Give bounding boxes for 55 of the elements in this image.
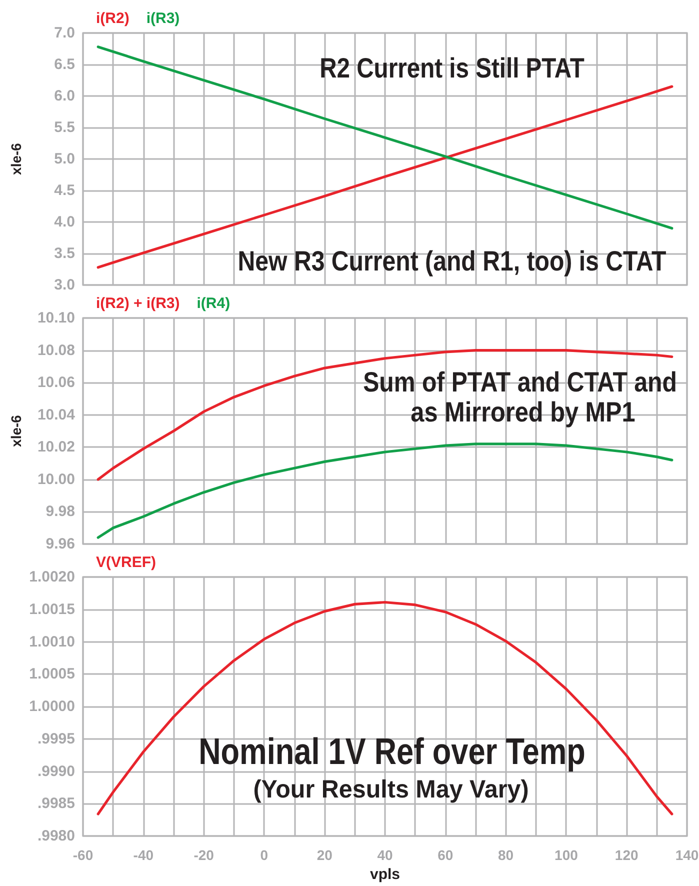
y-tick-label: 10.00 [37, 470, 75, 488]
x-tick-label: 0 [260, 847, 268, 863]
y-tick-label: .9990 [37, 762, 75, 780]
annotation: New R3 Current (and R1, too) is CTAT [238, 244, 666, 278]
line-series [96, 442, 674, 539]
y-axis-title: xle-6 [8, 414, 24, 447]
text: i(R4) [196, 295, 230, 312]
y-tick-label: 10.04 [37, 406, 76, 424]
y-tick-label: 3.5 [54, 245, 75, 262]
x-axis-title: vpls [370, 866, 400, 883]
y-tick-label: 4.0 [54, 214, 75, 230]
x-tick-label: 20 [316, 847, 333, 863]
x-tick-label: 80 [498, 847, 514, 863]
y-tick-label: 7.0 [54, 24, 75, 42]
annotation: Nominal 1V Ref over Temp [198, 731, 586, 773]
x-tick-label: -60 [72, 847, 94, 863]
line-series [96, 46, 674, 230]
x-tick-label: 60 [438, 847, 454, 863]
y-tick-label: .9980 [37, 828, 75, 844]
y-tick-label: 6.0 [54, 88, 75, 104]
y-tick-label: 5.5 [54, 119, 75, 136]
y-tick-label: 1.0005 [29, 666, 75, 683]
y-tick-label: 1.0015 [29, 600, 75, 618]
x-tick-label: 120 [614, 847, 638, 863]
y-tick-label: .9985 [37, 795, 75, 812]
y-tick-label: 5.0 [54, 150, 75, 168]
y-tick-label: 3.0 [54, 276, 75, 294]
y-tick-label: 1.0020 [29, 568, 75, 586]
x-tick-label: 100 [554, 847, 578, 863]
y-tick-label: .9995 [37, 730, 75, 748]
annotation: as Mirrored by MP1 [410, 396, 636, 428]
y-tick-label: 4.5 [54, 182, 75, 199]
x-tick-label: -40 [133, 847, 154, 863]
annotation: R2 Current is Still PTAT [320, 52, 584, 84]
text: i(R2) [96, 10, 130, 27]
y-tick-label: 6.5 [54, 56, 75, 73]
y-tick-label: 9.98 [46, 503, 75, 520]
y-tick-label: 9.96 [46, 536, 75, 552]
line-series [96, 348, 674, 481]
y-tick-label: 10.02 [37, 438, 75, 456]
y-axis-title: xle-6 [8, 142, 24, 175]
annotation: (Your Results May Vary) [253, 776, 529, 804]
x-tick-label: -20 [194, 847, 214, 863]
text: V(VREF) [96, 554, 156, 571]
y-tick-label: 10.10 [37, 310, 75, 326]
y-tick-label: 10.06 [37, 374, 75, 392]
y-tick-label: 10.08 [37, 342, 75, 359]
text: i(R2) + i(R3) [96, 295, 180, 312]
annotation: Sum of PTAT and CTAT and [363, 366, 677, 398]
x-tick-label: 140 [675, 847, 699, 863]
y-tick-label: 1.0010 [29, 633, 75, 650]
text: i(R3) [146, 10, 180, 27]
x-tick-label: 40 [377, 847, 393, 863]
y-tick-label: 1.0000 [29, 698, 75, 715]
line-series [96, 600, 674, 816]
